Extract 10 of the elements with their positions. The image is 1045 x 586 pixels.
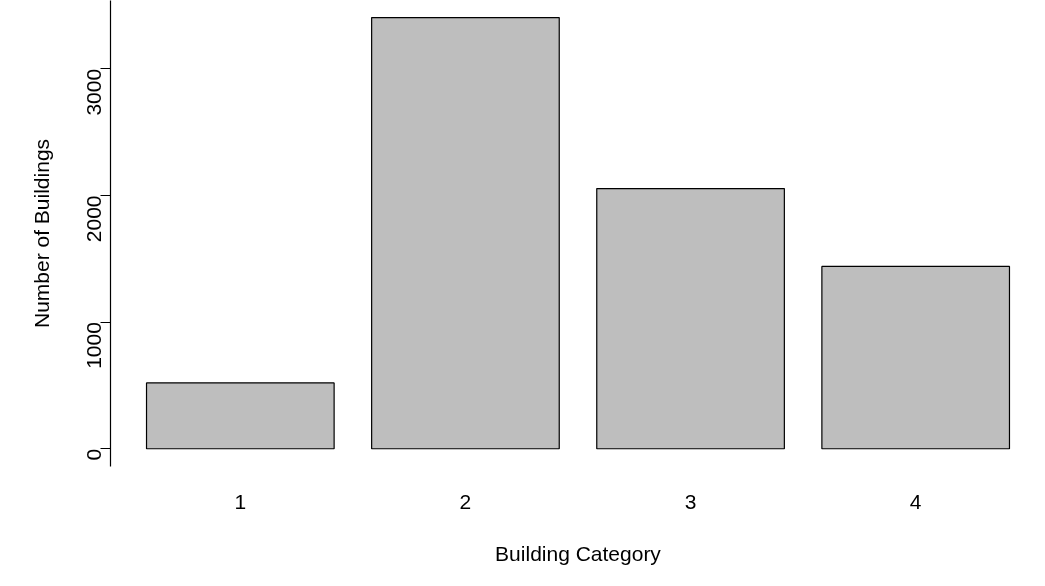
y-tick-label: 0 (82, 448, 106, 461)
x-axis-title: Building Category (495, 541, 662, 565)
y-tick-label: 3000 (82, 68, 106, 116)
y-tick-label: 1000 (82, 322, 106, 369)
y-tick-label: 2000 (82, 195, 106, 243)
y-axis-title: Number of Buildings (29, 138, 53, 329)
x-tick-label: 1 (234, 489, 247, 513)
x-tick-label: 2 (459, 489, 472, 513)
x-tick-label: 3 (684, 489, 697, 513)
x-tick-label: 4 (909, 489, 922, 513)
